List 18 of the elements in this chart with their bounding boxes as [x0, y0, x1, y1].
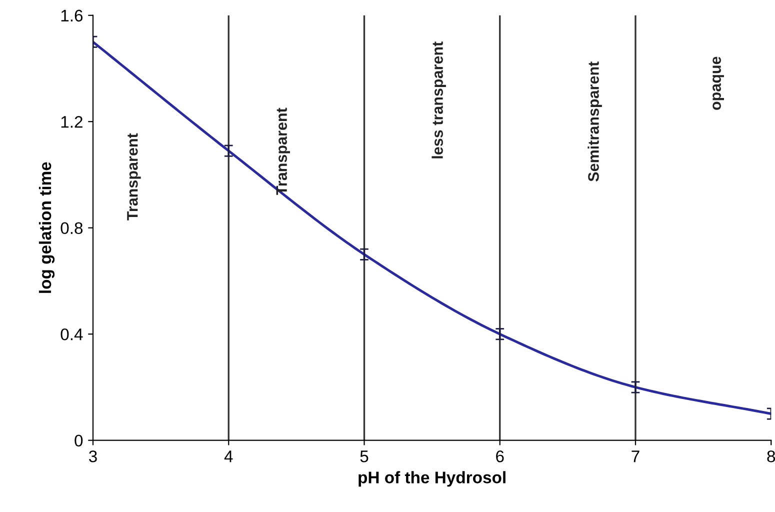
x-axis-title: pH of the Hydrosol — [358, 471, 506, 487]
x-tick-label: 5 — [360, 450, 368, 462]
x-tick-label: 4 — [224, 450, 233, 462]
y-tick-label: 1.2 — [61, 116, 82, 128]
x-tick-label: 7 — [632, 450, 640, 462]
x-tick-label: 6 — [496, 450, 504, 462]
annotation: less transparent — [432, 42, 446, 158]
annotation: Transparent — [127, 133, 141, 220]
annotation: Transparent — [276, 108, 290, 195]
x-tick-label: 3 — [89, 450, 97, 462]
y-tick-label: 0.4 — [60, 328, 83, 340]
x-tick-label: 8 — [767, 450, 775, 462]
y-tick-label: 0 — [74, 434, 83, 447]
y-tick-label: 0.8 — [60, 222, 83, 234]
annotation: Semitransparent — [588, 62, 602, 182]
y-tick-label: 1.6 — [61, 10, 83, 22]
annotation: opaque — [712, 56, 724, 110]
y-axis-title: log gelation time — [38, 162, 55, 293]
